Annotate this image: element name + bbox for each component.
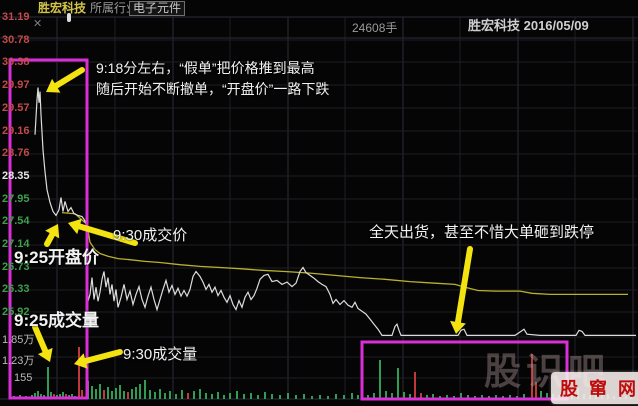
price-axis-label: 28.76	[2, 147, 30, 160]
price-axis-label: 28.35	[2, 169, 30, 182]
price-line	[34, 87, 636, 336]
price-axis-label: 30.78	[2, 33, 30, 46]
title-bar: 胜宏科技 所属行业 电子元件	[0, 0, 638, 16]
volume-axis-label: 155	[14, 372, 33, 384]
marker-icon	[67, 13, 71, 22]
chart-title: 胜宏科技 2016/05/09	[468, 18, 589, 33]
annotation-930-volume: 9:30成交量	[123, 346, 198, 363]
volume-axis-label: 1.23万	[2, 354, 35, 367]
price-axis-label: 27.14	[2, 238, 30, 250]
price-axis-label: 25.92	[2, 306, 30, 319]
price-axis-label: 29.57	[2, 101, 30, 114]
cursor-volume-readout: 24608手	[352, 21, 398, 35]
price-axis-label: 27.95	[2, 192, 30, 205]
annotation-930-price: 9:30成交价	[113, 227, 188, 244]
annotation-925-volume: 9:25成交量	[14, 311, 100, 330]
price-axis-label: 29.97	[2, 79, 30, 92]
price-axis-label: 27.54	[2, 215, 30, 228]
price-axis-label: 29.16	[2, 124, 30, 137]
annotation-arrows	[32, 67, 473, 369]
industry-label: 所属行业	[90, 1, 139, 15]
annotation-925-open: 9:25开盘价	[14, 248, 100, 267]
annotation-fake-order-line2: 随后开始不断撤单，“开盘价”一路下跌	[96, 81, 330, 97]
price-axis-label: 26.33	[2, 283, 30, 296]
close-icon[interactable]: ✕	[33, 18, 43, 30]
industry-link[interactable]: 电子元件	[129, 1, 186, 16]
grid-layer	[0, 16, 638, 400]
watermark-gucuanwang: 股窜网	[551, 372, 638, 404]
annotation-fake-order-line1: 9:18分左右，“假单”把价格推到最高	[96, 60, 315, 76]
price-axis-label: 30.38	[2, 56, 30, 69]
price-axis-label: 26.73	[2, 260, 30, 273]
average-price-line	[61, 211, 628, 296]
price-axis-label: 31.19	[2, 11, 30, 23]
stock-name: 胜宏科技	[38, 1, 87, 15]
volume-axis-label: 1.85万	[2, 334, 35, 346]
annotation-dump-all-day: 全天出货，甚至不惜大单砸到跌停	[369, 224, 595, 241]
